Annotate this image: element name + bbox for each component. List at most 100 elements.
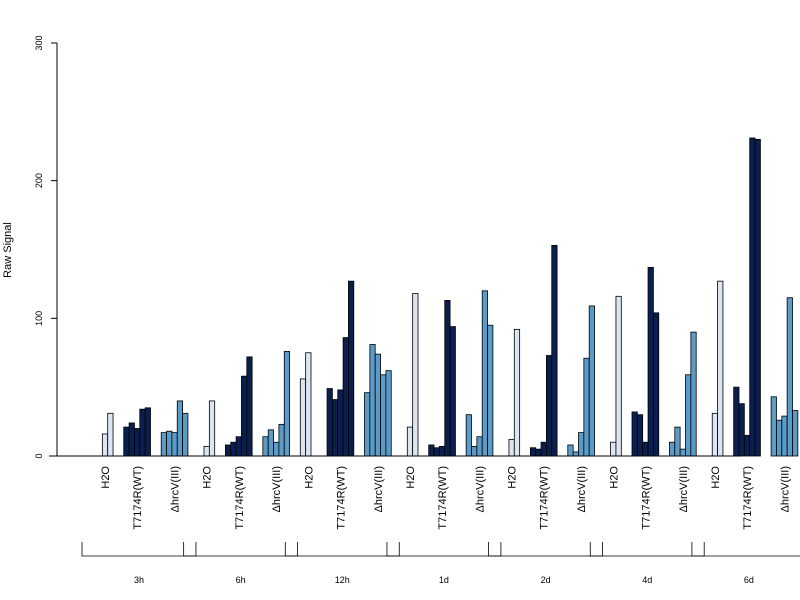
treatment-label: H2O [507,466,519,489]
bar-6h-2 [246,356,253,457]
bar-12h-2 [326,388,333,457]
bar-12h-3 [380,374,387,457]
bar-1d-2 [433,447,440,457]
bar-1d-2 [444,300,451,457]
treatment-label: ΔhrcV(III) [779,466,791,512]
bar-1d-3 [465,414,472,457]
bar-2d-3 [567,444,574,457]
timepoint-bracket [81,542,197,557]
bar-4d-1 [610,441,617,457]
bar-6h-3 [273,441,280,457]
bar-3h-2 [144,407,151,457]
bar-3h-1 [101,433,109,457]
treatment-label: ΔhrcV(III) [373,466,385,512]
bar-3h-3 [176,400,183,457]
treatment-label: ΔhrcV(III) [271,466,283,512]
bar-12h-1 [305,352,312,457]
y-tick-label: 200 [34,173,44,188]
bar-12h-3 [369,344,376,457]
treatment-label: H2O [405,466,417,489]
bar-4d-3 [674,426,681,457]
bar-4d-2 [647,266,654,457]
bar-6h-1 [203,445,210,457]
timepoint-label: 6d [744,575,754,585]
bar-12h-2 [331,399,339,457]
bar-3h-3 [182,412,189,457]
y-tick-label: 300 [34,35,44,50]
treatment-label: T7174R(WT) [132,466,144,530]
bar-1d-3 [476,436,483,457]
bar-6d-2 [743,434,751,457]
bar-12h-1 [299,378,307,457]
bar-3h-3 [171,432,178,457]
timepoint-label: 3h [134,575,144,585]
bar-2d-2 [540,441,547,457]
bar-4d-3 [690,331,697,457]
bar-12h-3 [364,392,371,457]
treatment-label: T7174R(WT) [742,466,754,530]
bar-1d-2 [438,445,446,457]
bar-6d-1 [717,280,724,457]
bar-6h-1 [208,400,216,457]
bar-3h-2 [123,426,130,457]
bar-6d-2 [754,138,761,457]
timepoint-label: 1d [439,575,449,585]
treatment-label: ΔhrcV(III) [170,466,182,512]
bar-1d-1 [412,293,419,457]
bar-6h-2 [230,441,237,457]
timepoint-label: 6h [236,575,246,585]
bar-3h-2 [139,408,146,457]
bar-6h-2 [235,436,242,457]
bar-2d-1 [513,328,521,457]
treatment-label: T7174R(WT) [539,466,551,530]
treatment-label: H2O [710,466,722,489]
bars-layer [101,137,799,457]
bar-2d-1 [508,439,515,457]
timepoint-bracket [691,542,800,557]
bar-6d-2 [733,386,740,457]
bar-2d-3 [588,305,595,457]
bar-2d-2 [535,448,542,457]
bar-4d-3 [679,448,686,457]
treatment-label: ΔhrcV(III) [576,466,588,512]
bar-3h-3 [160,432,167,457]
bar-2d-3 [572,451,579,457]
bar-6d-3 [776,419,783,457]
treatment-label: ΔhrcV(III) [678,466,690,512]
timepoint-bracket [183,542,298,557]
timepoint-bracket [386,542,502,557]
timepoint-label: 2d [541,575,551,585]
treatment-label: ΔhrcV(III) [475,466,487,512]
bar-3h-1 [107,412,114,457]
bar-2d-2 [529,447,537,457]
bar-4d-2 [636,414,644,457]
bar-2d-2 [546,355,553,457]
bar-4d-2 [631,411,638,457]
bar-1d-3 [471,445,478,457]
bar-4d-2 [653,312,660,457]
bar-4d-2 [642,441,649,457]
timepoint-bracket [488,542,603,557]
treatment-label: H2O [202,466,214,489]
bar-12h-2 [337,389,344,457]
bar-6d-1 [711,412,718,457]
treatment-label: T7174R(WT) [335,466,347,530]
bar-6h-3 [262,436,269,457]
bar-6h-3 [267,429,274,457]
bar-3h-2 [128,422,135,457]
bar-6h-2 [241,375,248,457]
timepoint-label: 4d [642,575,652,585]
bar-6h-2 [224,444,232,457]
bar-6d-3 [770,396,777,457]
bar-3h-3 [166,430,173,457]
bar-12h-3 [374,353,381,457]
bar-6d-2 [738,403,745,457]
bar-6d-3 [786,297,793,457]
bar-4d-3 [685,374,692,457]
bar-4d-1 [615,295,622,457]
bar-1d-3 [481,290,488,457]
bar-12h-3 [385,370,392,457]
bar-3h-2 [134,428,141,457]
y-tick-label: 100 [34,311,44,326]
